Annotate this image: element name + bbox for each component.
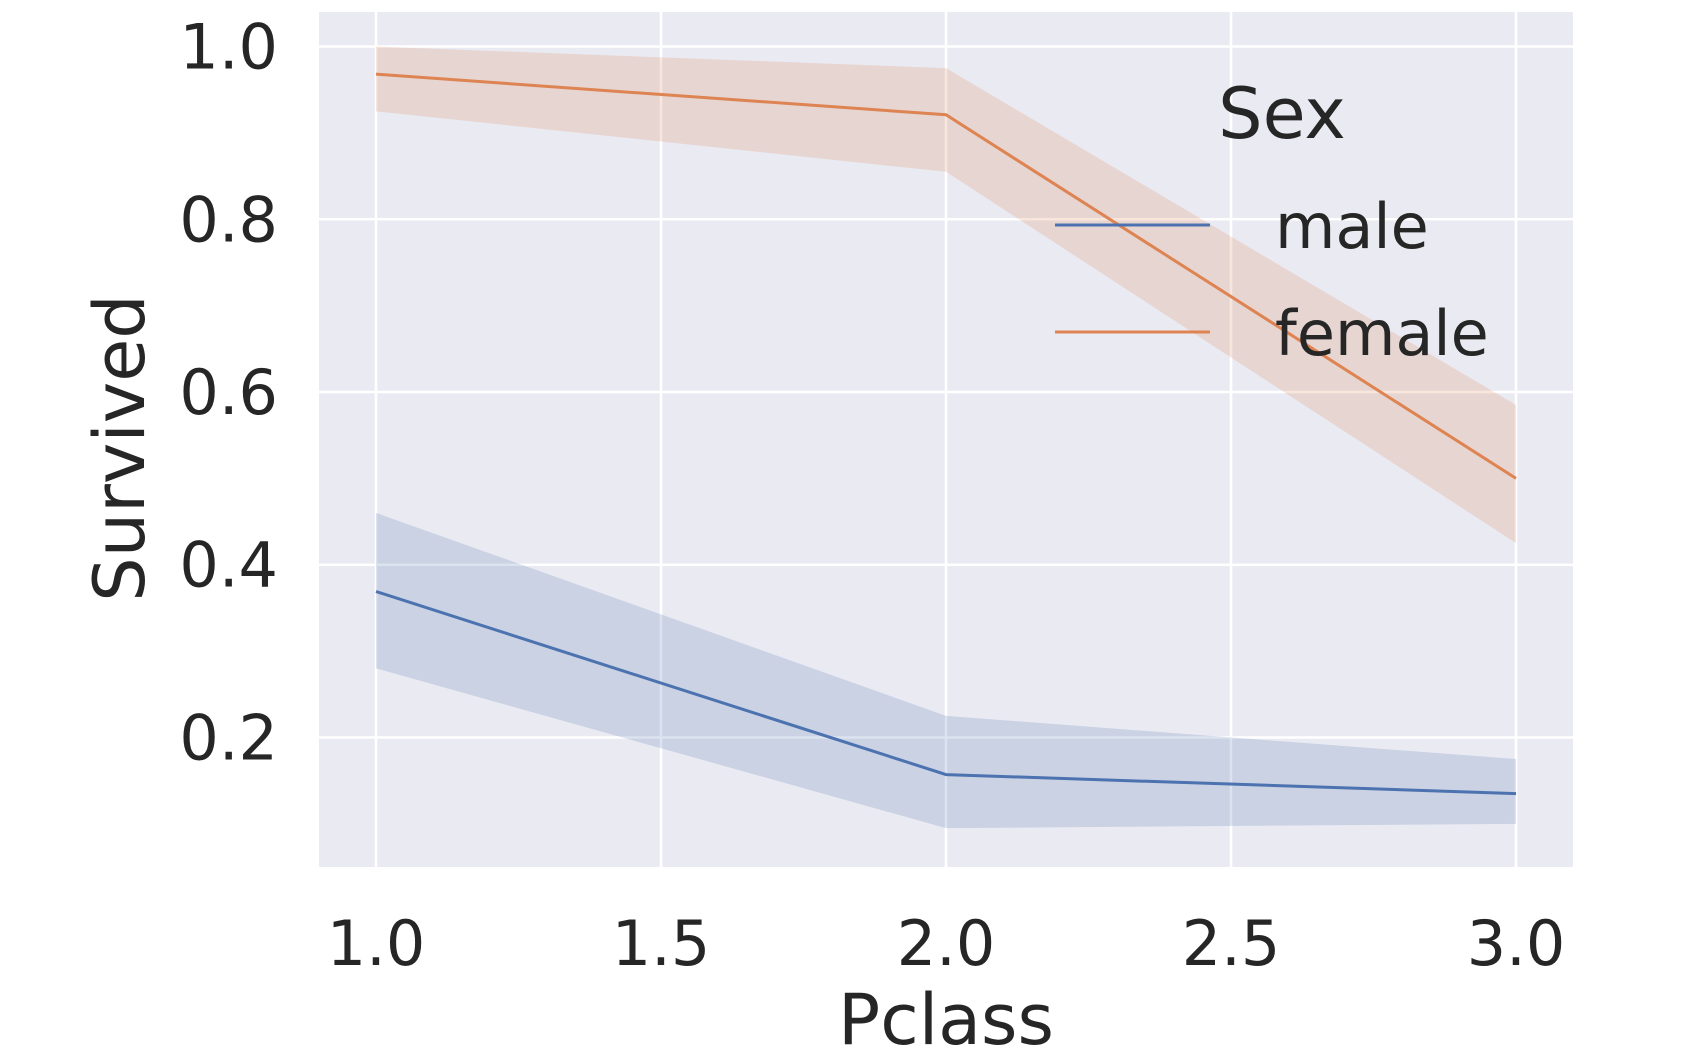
y-axis-label: Survived [79,294,161,601]
series-line-male [375,590,1517,796]
x-tick-label: 2.0 [897,907,996,980]
y-tick-labels: 0.2 0.4 0.6 0.8 1.0 [179,11,278,775]
ci-band-male [376,512,1516,829]
legend: Sex male female [1055,73,1489,370]
confidence-bands [376,46,1516,829]
x-axis-label: Pclass [838,979,1054,1059]
ci-band-female [376,46,1516,544]
y-tick-label: 0.2 [179,701,278,774]
x-tick-label: 1.5 [612,907,711,980]
y-tick-label: 1.0 [179,11,278,84]
x-tick-label: 1.0 [327,907,426,980]
legend-title: Sex [1218,73,1346,155]
grid [319,12,1573,867]
legend-male-label: male [1275,190,1429,263]
series-lines [375,72,1517,796]
legend-female-label: female [1275,297,1489,370]
series-line-female [375,72,1517,480]
x-tick-labels: 1.0 1.5 2.0 2.5 3.0 [327,907,1566,980]
x-tick-label: 3.0 [1467,907,1566,980]
y-tick-label: 0.8 [179,183,278,256]
x-tick-label: 2.5 [1182,907,1281,980]
y-tick-label: 0.6 [179,356,278,429]
y-tick-label: 0.4 [179,529,278,602]
